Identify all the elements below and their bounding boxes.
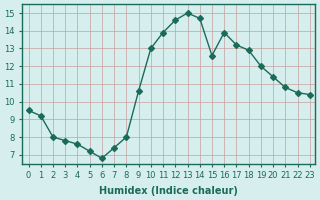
X-axis label: Humidex (Indice chaleur): Humidex (Indice chaleur) [99,186,238,196]
